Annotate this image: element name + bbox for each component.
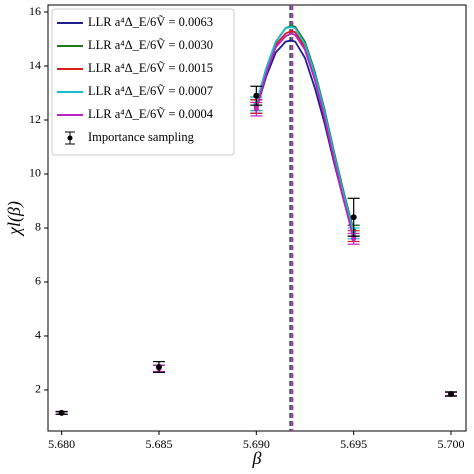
plot-frame <box>47 4 467 432</box>
data-point <box>350 214 357 221</box>
y-tick-label: 10 <box>29 166 41 180</box>
legend-box <box>51 8 235 156</box>
x-tick-label: 5.680 <box>48 437 75 451</box>
y-tick-label: 12 <box>29 112 41 126</box>
x-axis-label: β <box>252 448 262 468</box>
data-point <box>351 236 357 242</box>
legend-label: Importance sampling <box>88 130 195 144</box>
y-axis-label: χl(β) <box>4 201 25 237</box>
data-point <box>448 391 455 398</box>
series-line <box>255 25 355 234</box>
legend-label: LLR a⁴Δ_E/6Ṽ = 0.0004 <box>88 107 214 121</box>
y-tick-label: 8 <box>35 220 41 234</box>
data-point <box>253 92 260 99</box>
legend-label: LLR a⁴Δ_E/6Ṽ = 0.0063 <box>88 15 213 29</box>
data-point <box>58 409 65 416</box>
x-tick-label: 5.695 <box>340 437 367 451</box>
data-point <box>253 106 259 112</box>
series-line <box>255 39 355 231</box>
legend-label: LLR a⁴Δ_E/6Ṽ = 0.0007 <box>88 84 213 98</box>
y-tick-label: 14 <box>29 58 41 72</box>
legend-label: LLR a⁴Δ_E/6Ṽ = 0.0030 <box>88 38 213 52</box>
x-tick-label: 5.700 <box>438 437 465 451</box>
y-tick-label: 2 <box>35 382 41 396</box>
legend-swatch <box>67 135 73 141</box>
x-tick-label: 5.690 <box>243 437 270 451</box>
y-tick-label: 4 <box>35 328 41 342</box>
x-tick-label: 5.685 <box>145 437 172 451</box>
data-point <box>155 364 162 371</box>
y-tick-label: 6 <box>35 274 41 288</box>
y-tick-label: 16 <box>29 4 41 18</box>
legend-label: LLR a⁴Δ_E/6Ṽ = 0.0015 <box>88 61 213 75</box>
series-line <box>255 32 355 240</box>
